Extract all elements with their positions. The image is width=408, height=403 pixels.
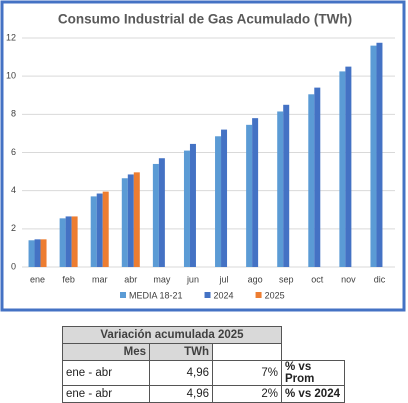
bar bbox=[376, 42, 383, 268]
cell: 4,96 bbox=[149, 360, 213, 386]
y-tick-label: 12 bbox=[6, 32, 16, 42]
bar bbox=[277, 111, 284, 268]
bar bbox=[345, 66, 352, 267]
table-title: Variación acumulada 2025 bbox=[62, 326, 282, 344]
y-tick-label: 8 bbox=[11, 109, 16, 119]
table-title-row: Variación acumulada 2025 bbox=[62, 326, 345, 344]
x-tick-label: nov bbox=[341, 274, 356, 284]
summary-table: Variación acumulada 2025 Mes TWh ene - ab… bbox=[62, 326, 345, 403]
bar bbox=[314, 87, 321, 267]
cell: ene - abr bbox=[62, 360, 150, 386]
chart: Consumo Industrial de Gas Acumulado (TWh… bbox=[0, 0, 406, 312]
y-tick-label: 2 bbox=[11, 223, 16, 233]
x-tick-label: ene bbox=[30, 274, 45, 284]
table-row: ene - abr 4,96 7%% vs Prom bbox=[62, 360, 345, 386]
legend-label: MEDIA 18-21 bbox=[129, 290, 183, 300]
legend-swatch bbox=[120, 292, 126, 298]
bar bbox=[59, 218, 66, 267]
legend-swatch bbox=[204, 292, 211, 298]
blank bbox=[212, 343, 282, 361]
blank bbox=[282, 327, 345, 344]
y-tick-label: 4 bbox=[11, 185, 16, 195]
bar bbox=[215, 136, 222, 267]
bar bbox=[370, 45, 377, 268]
bar bbox=[121, 178, 128, 267]
table-header-row: Mes TWh bbox=[62, 343, 345, 361]
x-tick-label: jun bbox=[186, 274, 199, 284]
x-tick-label: sep bbox=[279, 274, 294, 284]
bar bbox=[158, 158, 165, 267]
y-tick-label: 6 bbox=[11, 147, 16, 157]
y-tick-label: 0 bbox=[11, 261, 16, 271]
y-tick-label: 10 bbox=[6, 71, 16, 81]
bar bbox=[252, 118, 259, 268]
cell: 7% bbox=[212, 360, 282, 386]
x-tick-label: dic bbox=[374, 274, 386, 284]
bar bbox=[283, 104, 290, 268]
bar bbox=[65, 216, 72, 267]
bar bbox=[90, 196, 97, 267]
bar bbox=[127, 174, 134, 267]
legend-label: 2025 bbox=[265, 290, 285, 300]
bar bbox=[308, 94, 315, 267]
bar bbox=[71, 216, 78, 267]
bar bbox=[189, 143, 196, 267]
bar bbox=[221, 129, 228, 267]
chart-title: Consumo Industrial de Gas Acumulado (TWh… bbox=[58, 12, 352, 27]
legend-label: 2024 bbox=[214, 290, 234, 300]
bar bbox=[40, 239, 47, 267]
table-row: ene - abr 4,96 2%% vs 2024 bbox=[62, 385, 345, 403]
blank bbox=[282, 344, 345, 361]
bar bbox=[246, 124, 253, 268]
bar bbox=[183, 150, 190, 267]
bar bbox=[96, 193, 103, 267]
bar bbox=[102, 191, 109, 267]
x-tick-label: feb bbox=[62, 274, 75, 284]
cell: % vs Prom bbox=[281, 360, 345, 386]
legend-swatch bbox=[255, 292, 262, 298]
bar bbox=[152, 163, 159, 267]
x-tick-label: jul bbox=[219, 274, 229, 284]
bar bbox=[34, 239, 41, 267]
bar bbox=[339, 71, 346, 267]
header-cell: TWh bbox=[149, 343, 213, 361]
x-tick-label: mar bbox=[92, 274, 108, 284]
bar bbox=[133, 172, 140, 267]
header-cell: Mes bbox=[62, 343, 150, 361]
x-tick-label: may bbox=[153, 274, 171, 284]
x-tick-label: ago bbox=[248, 274, 263, 284]
bar bbox=[28, 240, 35, 267]
x-tick-label: oct bbox=[311, 274, 324, 284]
x-tick-label: abr bbox=[124, 274, 137, 284]
